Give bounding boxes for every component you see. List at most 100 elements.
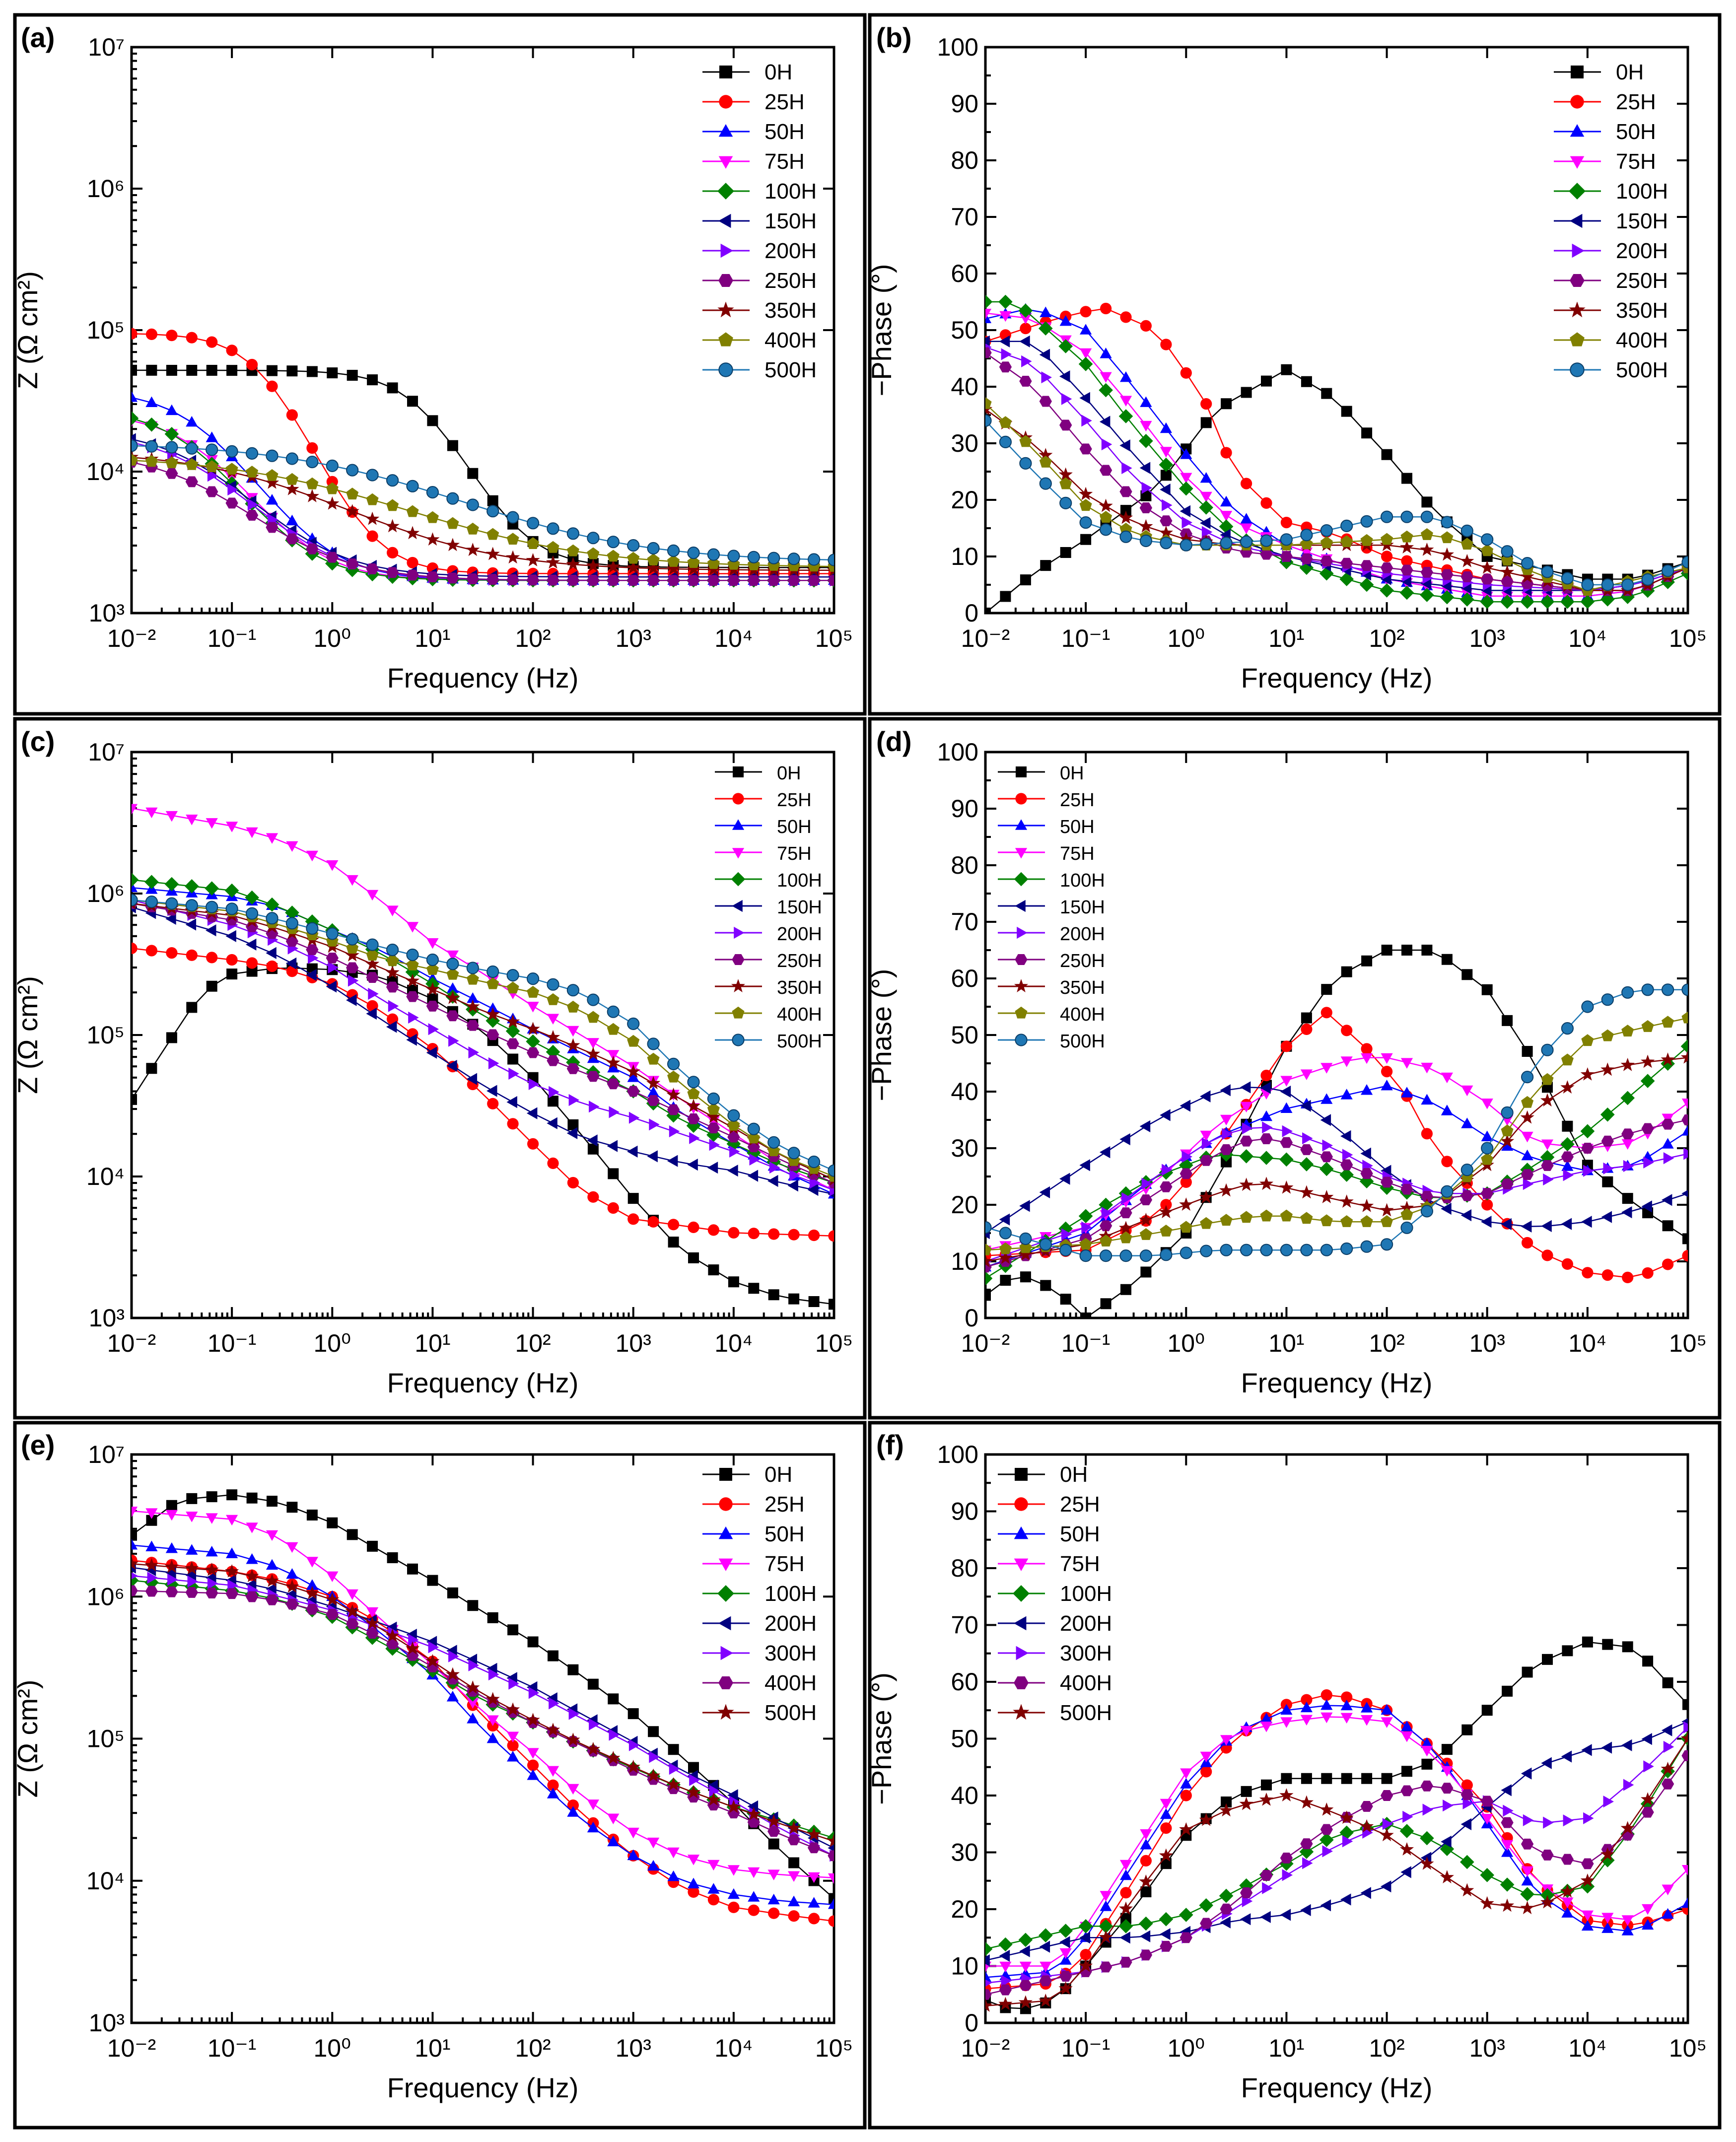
data-point-100H [1159, 1912, 1174, 1927]
data-point-100H [1440, 1842, 1455, 1856]
data-point-400H [667, 1070, 680, 1083]
data-point-25H [1522, 1237, 1533, 1249]
x-tick-label: 10⁵ [1669, 624, 1707, 652]
data-point-75H [1621, 1915, 1634, 1926]
data-point-300H [985, 1979, 992, 1987]
data-point-0H [427, 1575, 438, 1586]
legend-label-0H: 0H [764, 60, 792, 84]
data-point-250H [1059, 419, 1072, 431]
panel-frame-a [13, 13, 867, 716]
data-point-200H [328, 961, 339, 974]
data-point-350H [1179, 1197, 1193, 1211]
data-point-250H [1079, 443, 1092, 455]
data-point-150H [1681, 1190, 1688, 1197]
data-point-50H [1681, 1897, 1688, 1908]
data-point-350H [566, 557, 580, 571]
data-point-75H [527, 1002, 539, 1013]
data-point-50H [1119, 371, 1132, 382]
data-point-50H [1260, 1110, 1273, 1121]
data-point-100H [224, 883, 239, 898]
data-point-25H [1200, 398, 1212, 410]
data-point-350H [1420, 542, 1434, 556]
data-point-100H [1239, 1878, 1253, 1893]
legend-marker-200H [1572, 243, 1585, 258]
data-point-350H [385, 519, 400, 533]
data-point-500H [1119, 530, 1132, 543]
data-point-200H [1119, 1932, 1130, 1944]
legend-label-250H: 250H [764, 269, 817, 293]
data-point-500H [1662, 564, 1674, 577]
legend-marker-50H [1570, 124, 1585, 137]
legend-label-0H: 0H [1060, 763, 1084, 784]
data-point-0H [1040, 1280, 1051, 1291]
data-point-250H [747, 575, 760, 586]
data-point-0H [367, 1540, 378, 1552]
data-point-150H [1621, 1206, 1632, 1219]
data-point-200H [609, 1106, 620, 1118]
data-point-500H [1360, 515, 1373, 528]
y-tick-label: 10 [951, 1247, 978, 1275]
data-point-75H [808, 1872, 820, 1883]
legend-marker-25H [1014, 1497, 1028, 1511]
data-point-75H [1100, 372, 1112, 383]
data-point-500H [985, 1998, 993, 2012]
y-tick-label: 100 [937, 33, 978, 61]
data-point-75H [246, 1522, 258, 1533]
data-point-250H [1320, 555, 1333, 567]
data-point-50H [985, 1971, 992, 1982]
data-point-25H [1080, 1949, 1092, 1961]
legend-marker-200H [1014, 1616, 1027, 1631]
data-point-75H [1400, 1731, 1413, 1742]
data-point-100H [1460, 592, 1474, 607]
series-layer [985, 1636, 1688, 2014]
data-point-500H [1340, 519, 1353, 533]
data-point-400H [1019, 435, 1032, 447]
data-point-75H [828, 1873, 834, 1884]
data-point-400H [1240, 1887, 1253, 1898]
data-point-0H [226, 968, 238, 980]
data-point-50H [132, 391, 138, 402]
data-point-200H [1222, 1128, 1233, 1140]
data-point-250H [1180, 1168, 1192, 1179]
data-point-400H [245, 1591, 259, 1602]
data-point-100H [1560, 594, 1575, 609]
data-point-0H [306, 1510, 318, 1520]
data-point-25H [206, 336, 218, 348]
y-tick-label: 0 [965, 2009, 978, 2037]
data-point-100H [1078, 357, 1093, 371]
legend-label-50H: 50H [777, 817, 812, 837]
data-point-50H [647, 1860, 660, 1871]
data-point-400H [1200, 1918, 1213, 1929]
data-point-250H [506, 1038, 519, 1049]
data-point-500H [306, 922, 319, 935]
data-point-100H [1560, 1137, 1575, 1152]
legend-marker-100H [717, 183, 734, 200]
data-point-0H [347, 370, 358, 381]
data-point-100H [526, 1034, 540, 1049]
data-point-400H [1360, 1215, 1373, 1227]
data-point-75H [467, 1698, 479, 1709]
data-point-0H [1622, 1641, 1633, 1653]
data-point-0H [1281, 1773, 1292, 1784]
data-point-25H [788, 1910, 800, 1922]
data-point-200H [1141, 1177, 1153, 1190]
legend-marker-250H [732, 954, 745, 965]
data-point-75H [326, 860, 339, 871]
y-tick-label: 40 [951, 373, 978, 401]
data-point-50H [1180, 448, 1192, 459]
data-point-50H [1501, 1846, 1514, 1857]
data-point-50H [1119, 1869, 1132, 1880]
data-point-500H [627, 539, 640, 552]
data-point-350H [1380, 1203, 1394, 1217]
panel-frame-e [13, 1421, 867, 2130]
data-point-300H [1342, 1835, 1353, 1848]
data-point-350H [706, 1109, 721, 1123]
data-point-500H [1239, 1797, 1253, 1810]
data-point-350H [345, 504, 359, 518]
data-point-25H [668, 1219, 680, 1231]
legend-marker-400H [718, 1676, 733, 1689]
data-point-0H [1421, 945, 1433, 956]
data-point-250H [707, 1122, 720, 1134]
data-point-0H [1120, 1284, 1131, 1295]
data-point-100H [1359, 577, 1374, 592]
